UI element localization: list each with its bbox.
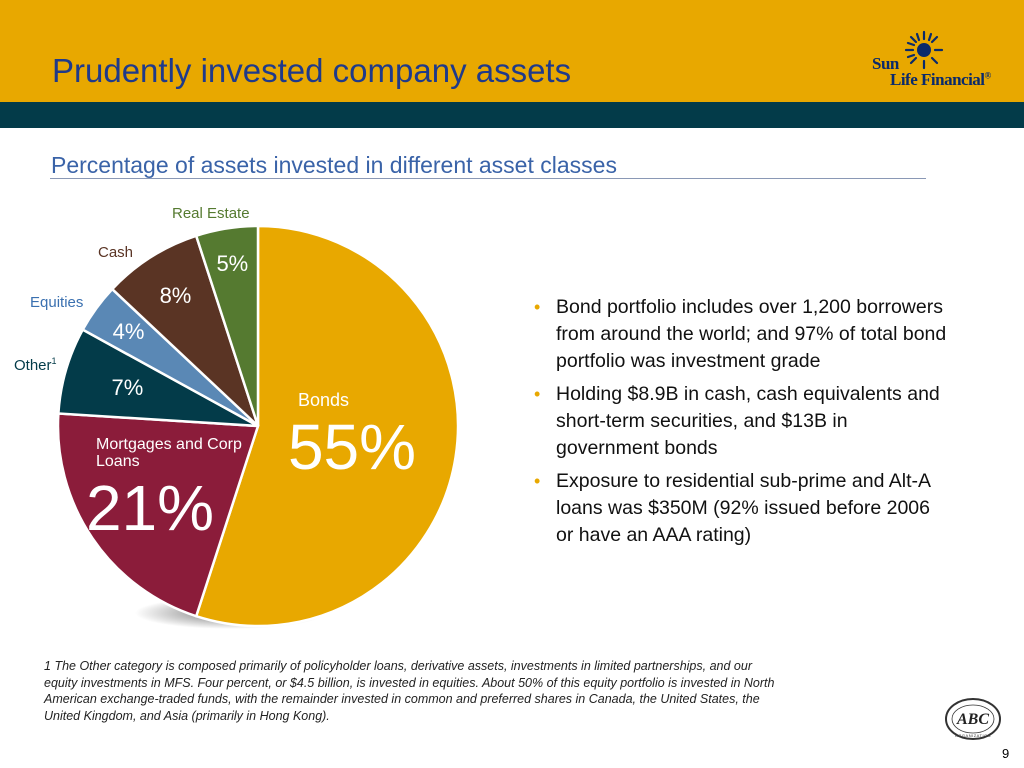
bullet-dot-icon: •: [534, 384, 541, 404]
pie-value-label: 4%: [112, 318, 145, 344]
slide-title: Prudently invested company assets: [52, 52, 572, 89]
chart-subtitle: Percentage of assets invested in differe…: [51, 152, 617, 178]
pie-value-label: 21%: [85, 472, 215, 544]
pie-name-label: Mortgages and Corp Loans: [96, 436, 242, 470]
pie-name-label: Cash: [98, 244, 134, 261]
pie-slice-bonds: [194, 224, 460, 628]
sun-life-logo: Sun Life Financial®: [862, 30, 1012, 92]
teal-bar: [0, 102, 1024, 128]
pie-name-label: Real Estate: [172, 205, 250, 222]
footnote-text: The Other category is composed primarily…: [44, 659, 775, 723]
pie-name-label: Equities: [30, 294, 84, 311]
logo-line2: Life Financial®: [890, 70, 991, 89]
bullet-item: • Exposure to residential sub-prime and A…: [534, 470, 930, 546]
abc-logo-text: ABC: [956, 711, 989, 728]
abc-organization-logo: ABC ORGANIZATION: [945, 698, 1001, 740]
bullet-list: • Bond portfolio includes over 1,200 borr…: [532, 294, 952, 555]
bullet-dot-icon: •: [534, 471, 541, 491]
logo-line1: Sun: [872, 54, 899, 73]
pie-value-label: 8%: [159, 282, 192, 308]
pie-chart: [56, 224, 460, 629]
pie-value-label: 55%: [287, 411, 417, 483]
pie-slice-real-estate: [194, 224, 260, 427]
abc-logo-ring-text: ORGANIZATION: [955, 733, 991, 738]
bullet-dot-icon: •: [534, 297, 541, 317]
footnote: 1 The Other category is composed primari…: [44, 658, 784, 724]
pie-slice-cash: [110, 234, 260, 427]
pie-name-label: Bonds: [298, 390, 350, 410]
pie-name-label: Other1: [14, 356, 57, 374]
sun-icon: [904, 30, 944, 70]
pie-value-label: 5%: [216, 251, 249, 277]
bullet-item: • Bond portfolio includes over 1,200 borr…: [534, 296, 947, 372]
subtitle-rule: [50, 178, 926, 179]
pie-slice-mortgages-and-corp-loans: [56, 412, 260, 618]
bullet-item: • Holding $8.9B in cash, cash equivalents…: [534, 383, 940, 459]
footnote-marker: 1: [44, 659, 51, 673]
page-number: 9: [1002, 746, 1010, 761]
pie-value-label: 7%: [111, 375, 144, 401]
header-band: [0, 0, 1024, 102]
